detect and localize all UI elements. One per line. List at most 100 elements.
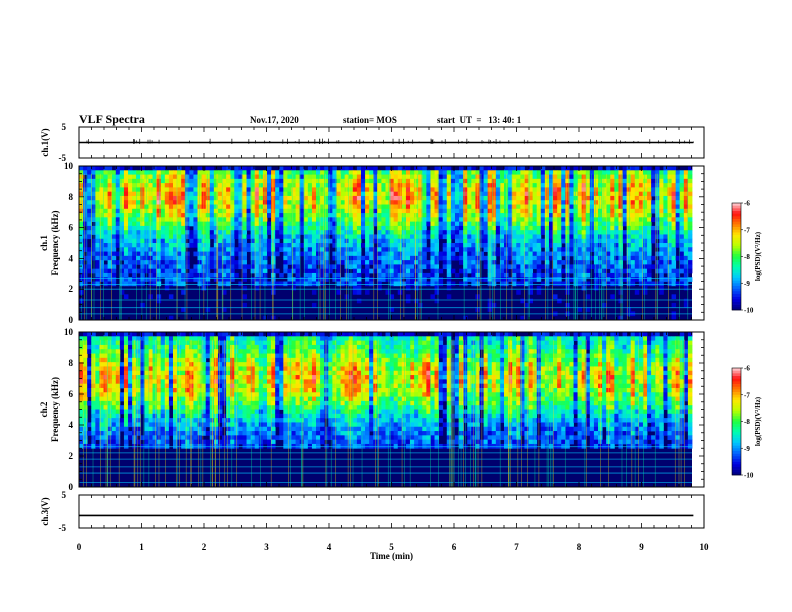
spectrogram-cell	[356, 230, 362, 235]
spectrogram-cell	[217, 221, 223, 227]
spectrogram-cell	[177, 208, 182, 214]
spectrogram-cell	[369, 170, 374, 175]
spectrogram-cell	[598, 255, 603, 261]
spectrogram-cell	[87, 230, 92, 235]
spectrogram-cell	[405, 187, 411, 193]
spectrogram-cell	[479, 213, 484, 218]
spectrogram-cell	[467, 247, 472, 252]
spectrogram-cell	[324, 277, 329, 282]
spectrogram-cell	[585, 187, 591, 193]
spectrogram-cell	[434, 204, 440, 210]
spectrogram-cell	[222, 195, 227, 201]
spectrogram-cell	[152, 277, 158, 282]
spectrogram-cell	[450, 174, 456, 180]
spectrogram-cell	[659, 251, 664, 257]
spectrogram-cell	[238, 166, 243, 171]
spectrogram-cell	[548, 195, 554, 201]
spectrogram-cell	[651, 187, 656, 193]
spectrogram-cell	[324, 255, 329, 261]
spectrogram-cell	[528, 174, 534, 180]
spectrogram-cell	[91, 187, 96, 193]
spectrogram-cell	[593, 174, 599, 180]
spectrogram-cell	[524, 255, 529, 261]
spectrogram-cell	[99, 208, 104, 214]
spectrogram-cell	[630, 195, 636, 201]
spectrogram-cell	[123, 405, 129, 410]
spectrogram-cell	[115, 200, 121, 205]
spectrogram-cell	[512, 170, 517, 175]
spectrogram-cell	[275, 268, 280, 274]
spectrogram-cell	[536, 204, 542, 210]
spectrogram-cell	[442, 170, 448, 175]
spectrogram-cell	[499, 230, 505, 235]
spectrogram-cell	[516, 225, 521, 231]
spectrogram-cell	[667, 183, 672, 188]
spectrogram-cell	[144, 443, 149, 449]
spectrogram-cell	[107, 195, 113, 201]
spectrogram-cell	[87, 340, 92, 346]
spectrogram-cell	[495, 225, 501, 231]
spectrogram-cell	[193, 174, 198, 180]
spectrogram-cell	[430, 213, 435, 218]
spectrogram-cell	[540, 255, 546, 261]
spectrogram-cell	[499, 195, 505, 201]
spectrogram-cell	[119, 362, 125, 367]
spectrogram-cell	[254, 204, 260, 210]
spectrogram-cell	[561, 238, 566, 244]
spectrogram-cell	[177, 204, 182, 210]
spectrogram-cell	[647, 251, 652, 257]
spectrogram-cell	[99, 247, 104, 252]
spectrogram-cell	[148, 191, 153, 197]
spectrogram-cell	[544, 234, 550, 240]
spectrogram-cell	[536, 255, 542, 261]
spectrogram-cell	[336, 183, 341, 188]
spectrogram-cell	[299, 183, 305, 188]
spectrogram-cell	[520, 178, 525, 184]
spectrogram-cell	[111, 349, 117, 354]
spectrogram-cell	[683, 247, 689, 252]
spectrogram-cell	[275, 191, 280, 197]
spectrogram-cell	[111, 392, 117, 397]
spectrogram-cell	[275, 195, 280, 201]
spectrogram-cell	[651, 230, 656, 235]
spectrogram-cell	[119, 370, 125, 376]
spectrogram-cell	[389, 307, 395, 312]
spectrogram-cell	[152, 357, 158, 363]
spectrogram-cell	[242, 183, 247, 188]
spectrogram-cell	[344, 247, 350, 252]
spectrogram-cell	[528, 208, 534, 214]
spectrogram-cell	[536, 277, 542, 282]
spectrogram-cell	[675, 183, 681, 188]
spectrogram-cell	[226, 260, 231, 265]
spectrogram-cell	[283, 281, 288, 287]
spectrogram-cell	[687, 225, 693, 231]
spectrogram-cell	[160, 366, 166, 372]
spectrogram-cell	[160, 272, 166, 278]
spectrogram-cell	[111, 375, 117, 380]
spectrogram-cell	[377, 187, 382, 193]
spectrogram-cell	[242, 166, 247, 171]
spectrogram-cell	[438, 277, 444, 282]
spectrogram-cell	[405, 166, 411, 171]
spectrogram-cell	[172, 208, 178, 214]
spectrogram-cell	[593, 234, 599, 240]
spectrogram-cell	[242, 243, 247, 248]
spectrogram-cell	[83, 400, 88, 406]
spectrogram-cell	[675, 208, 681, 214]
spectrogram-cell	[614, 204, 619, 210]
spectrogram-cell	[95, 238, 100, 244]
spectrogram-cell	[405, 195, 411, 201]
spectrogram-cell	[119, 243, 125, 248]
spectrogram-cell	[185, 178, 190, 184]
spectrogram-cell	[87, 225, 92, 231]
spectrogram-cell	[111, 431, 117, 436]
spectrogram-cell	[168, 225, 174, 231]
spectrogram-cell	[532, 225, 538, 231]
spectrogram-cell	[426, 195, 431, 201]
spectrogram-cell	[565, 230, 570, 235]
spectrogram-cell	[446, 268, 452, 274]
spectrogram-cell	[128, 200, 133, 205]
spectrogram-cell	[352, 272, 358, 278]
spectrogram-cell	[557, 272, 562, 278]
spectrogram-cell	[258, 243, 264, 248]
